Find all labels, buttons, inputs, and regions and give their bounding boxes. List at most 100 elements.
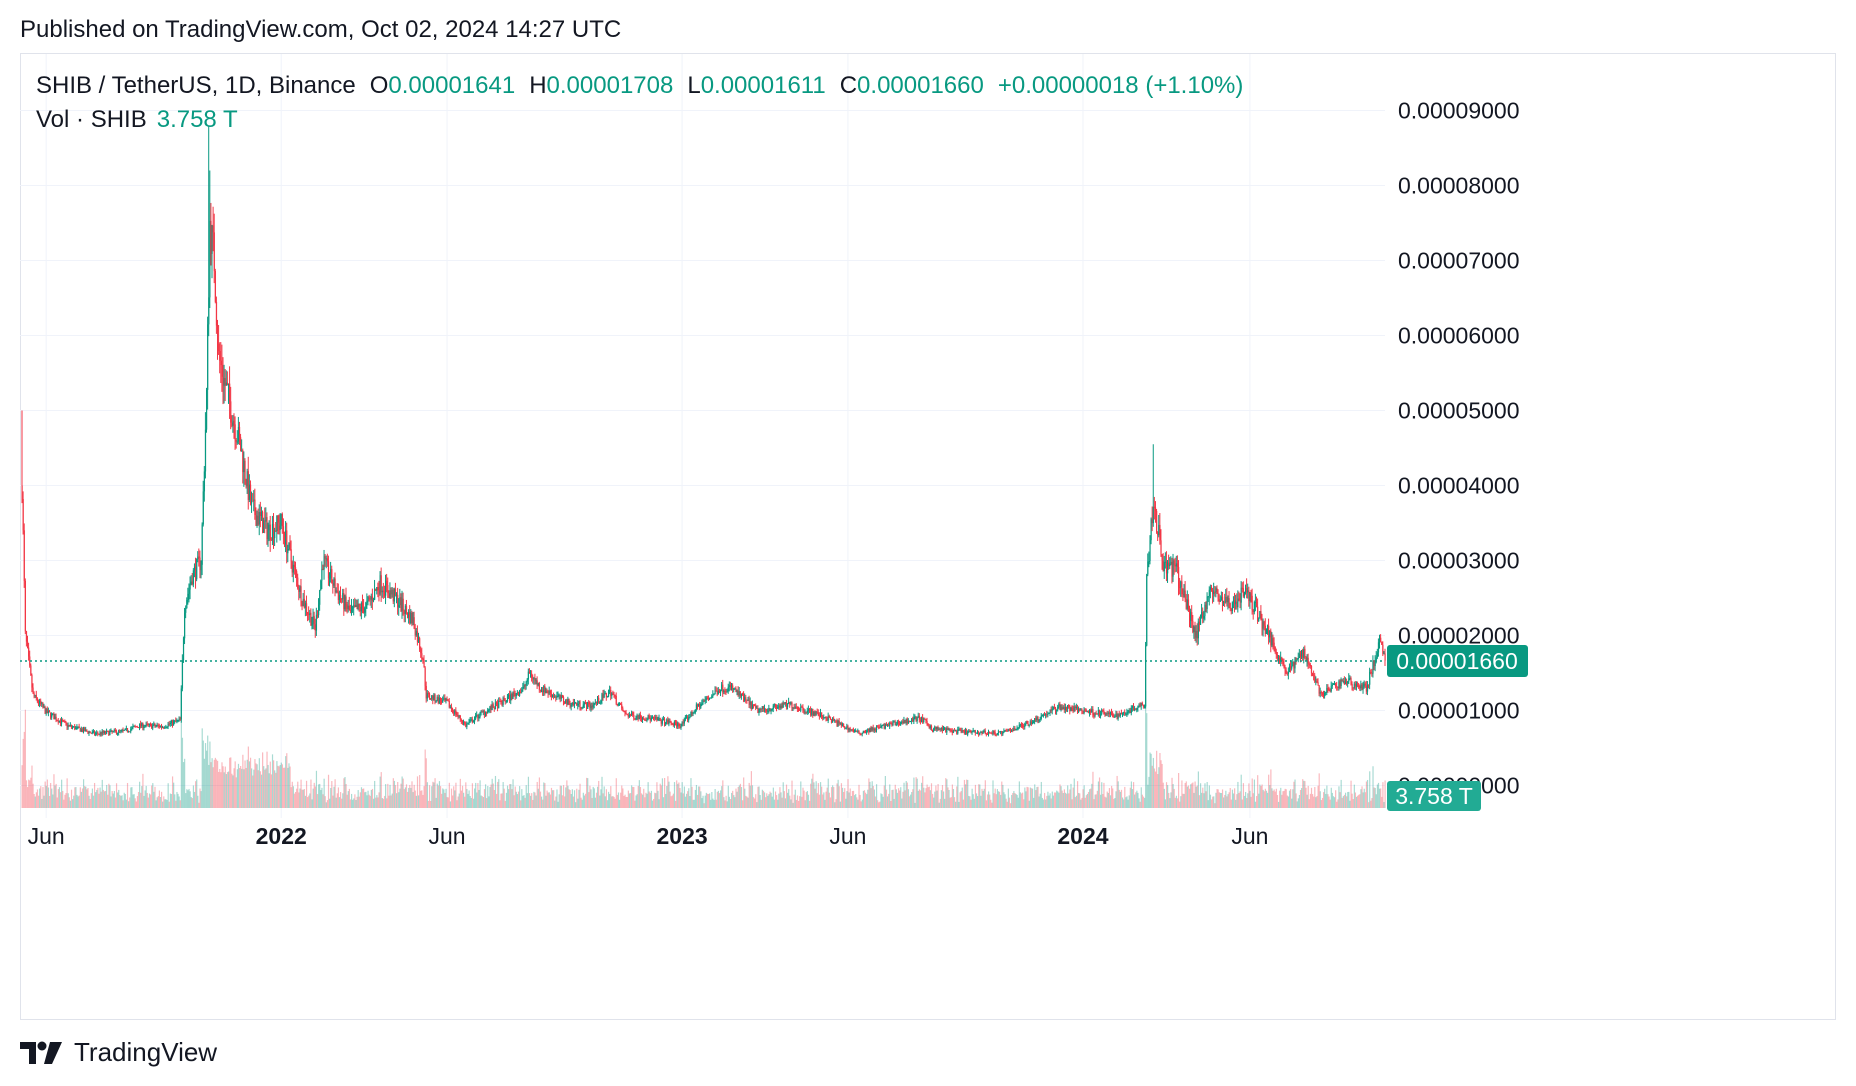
volume-bar — [169, 793, 171, 808]
candle-body — [335, 590, 337, 593]
time-tick-label: Jun — [428, 823, 465, 849]
volume-bar — [522, 795, 524, 808]
candle-body — [1272, 638, 1274, 643]
candle-body — [1276, 654, 1279, 659]
volume-bar — [383, 795, 386, 808]
volume-label[interactable]: Vol · SHIB — [36, 106, 147, 133]
candle-body — [803, 710, 805, 713]
footer-brand[interactable]: TradingView — [74, 1037, 218, 1067]
candle-body — [1290, 665, 1292, 669]
tradingview-logo-icon[interactable] — [20, 1040, 64, 1066]
candle-body — [452, 708, 454, 711]
candle-body — [1313, 674, 1315, 676]
candle-body — [296, 571, 298, 578]
volume-bar — [477, 783, 479, 808]
volume-bar — [361, 788, 364, 808]
candle-body — [859, 732, 861, 734]
volume-bar — [1304, 781, 1306, 808]
candle-body — [323, 556, 325, 570]
volume-bar — [350, 793, 353, 808]
volume-bar — [1324, 788, 1326, 808]
volume-bar — [1260, 785, 1262, 808]
volume-bar — [21, 765, 23, 808]
candle-body — [370, 596, 372, 600]
candle-body — [85, 729, 87, 732]
candle-body — [736, 690, 738, 692]
volume-bar — [1078, 792, 1080, 808]
volume-bar — [757, 786, 759, 808]
volume-bar — [1007, 788, 1009, 808]
candle-body — [1376, 652, 1379, 658]
volume-bar — [724, 800, 726, 808]
volume-bar — [69, 800, 72, 808]
volume-bar — [678, 782, 680, 808]
candle-body — [542, 690, 544, 693]
volume-bar — [1065, 793, 1068, 808]
candle-body — [1135, 709, 1137, 711]
volume-bar — [710, 799, 712, 808]
candle-body — [332, 583, 334, 586]
candle-body — [674, 721, 677, 723]
volume-bar — [299, 788, 301, 808]
volume-bar — [540, 796, 543, 808]
symbol-name[interactable]: SHIB / TetherUS, 1D, Binance — [36, 72, 356, 99]
candle-body — [1060, 707, 1062, 710]
candle-body — [670, 721, 672, 724]
candle-body — [421, 653, 423, 659]
volume-bar — [393, 780, 396, 808]
candle-body — [692, 713, 694, 715]
candle-body — [759, 708, 761, 710]
candle-body — [1183, 590, 1185, 596]
volume-bar — [1203, 793, 1205, 808]
volume-bar — [1114, 798, 1116, 808]
volume-bar — [221, 762, 223, 808]
candle-body — [383, 591, 386, 596]
candle-body — [838, 720, 840, 724]
candle-body — [761, 706, 763, 710]
volume-bar — [1280, 787, 1282, 808]
candle-body — [501, 701, 503, 705]
candle-body — [347, 605, 349, 610]
volume-bar — [435, 797, 437, 808]
volume-bar — [654, 792, 656, 808]
volume-bar — [466, 788, 468, 808]
candle-body — [1182, 594, 1184, 596]
candle-body — [443, 698, 445, 700]
candle-body — [904, 719, 906, 724]
candle-body — [1292, 662, 1294, 667]
volume-bar — [603, 786, 605, 808]
candle-body — [770, 710, 772, 712]
candle-body — [576, 702, 578, 706]
candle-body — [1081, 709, 1083, 711]
candle-body — [930, 725, 933, 731]
volume-bar — [1270, 769, 1272, 808]
candle-body — [513, 692, 515, 694]
volume-bar — [1205, 791, 1207, 808]
volume-bar — [1149, 752, 1151, 808]
candle-body — [1327, 687, 1329, 691]
candle-body — [645, 719, 647, 721]
volume-bar — [811, 778, 813, 808]
candle-body — [1319, 692, 1321, 694]
candle-body — [642, 717, 644, 720]
candle-body — [788, 701, 790, 705]
volume-bar — [309, 793, 311, 808]
volume-bar — [951, 784, 953, 808]
candle-body — [806, 710, 808, 713]
candle-body — [369, 598, 371, 600]
volume-bar — [599, 795, 601, 808]
candle-body — [311, 622, 313, 626]
candle-body — [1176, 563, 1179, 567]
volume-bar — [258, 758, 260, 808]
volume-bar — [1248, 783, 1250, 808]
candle-body — [405, 605, 408, 613]
volume-bar — [240, 766, 242, 808]
volume-bar — [799, 796, 801, 808]
volume-bar — [910, 794, 912, 808]
candle-body — [148, 723, 151, 725]
candle-body — [198, 556, 200, 558]
candle-body — [1163, 562, 1165, 572]
candle-body — [988, 731, 990, 735]
volume-bar — [428, 785, 431, 808]
